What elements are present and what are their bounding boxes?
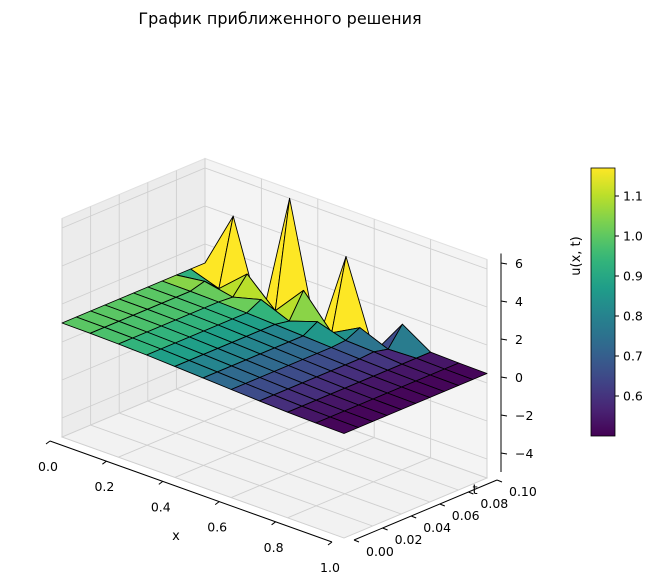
colorbar-tick-label: 1.1 — [623, 189, 643, 204]
z-tick-label: 2 — [515, 332, 523, 347]
x-axis-line — [49, 440, 333, 543]
colorbar: 0.6 0.7 0.8 0.9 1.0 1.1 — [590, 167, 643, 437]
z-tick-label: 0 — [515, 370, 523, 385]
z-tick — [500, 376, 508, 379]
surface-face — [315, 416, 359, 434]
t-tick — [382, 527, 388, 531]
t-tick — [411, 515, 417, 519]
x-tick — [45, 440, 51, 445]
z-tick — [500, 338, 508, 341]
x-tick-label: 0.8 — [264, 540, 284, 555]
x-tick — [158, 480, 164, 485]
t-tick-label: 0.06 — [452, 508, 480, 523]
x-tick — [214, 501, 220, 506]
t-gridline — [175, 170, 459, 491]
z-tick — [500, 414, 508, 417]
colorbar-gradient — [590, 167, 616, 437]
colorbar-tick-label: 1.0 — [623, 229, 643, 244]
x-tick — [102, 460, 107, 465]
z-tick — [500, 262, 508, 265]
t-axis-line — [353, 479, 498, 541]
t-gridline — [61, 218, 345, 539]
z-tick-label: 6 — [515, 256, 523, 271]
x-tick-label: 0.4 — [151, 499, 171, 514]
x-axis-label: x — [172, 529, 180, 544]
x-tick-label: 0.0 — [38, 459, 58, 474]
colorbar-tick-label: 0.6 — [623, 389, 643, 404]
z-tick — [500, 300, 508, 303]
colorbar-tick-label: 0.9 — [623, 269, 643, 284]
x-tick-label: 0.2 — [94, 479, 114, 494]
t-tick-label: 0.00 — [366, 544, 394, 559]
z-gridline — [61, 205, 488, 308]
z-tick-label: −2 — [515, 408, 533, 423]
t-tick-label: 0.02 — [395, 532, 423, 547]
z-gridline — [61, 167, 488, 270]
t-gridline — [147, 182, 430, 503]
x-tick — [327, 541, 333, 546]
t-tick-label: 0.10 — [509, 484, 537, 499]
colorbar-tick-label: 0.8 — [623, 309, 643, 324]
z-tick — [500, 452, 508, 455]
z-tick-label: −4 — [515, 446, 533, 461]
t-gridline — [90, 206, 373, 527]
t-tick-label: 0.08 — [480, 496, 508, 511]
axis-ticks: 0.0 0.2 0.4 0.6 0.8 1.0 0.000.020.040.060.080.… — [38, 253, 537, 575]
t-tick-label: 0.04 — [423, 520, 451, 535]
t-tick — [439, 503, 445, 507]
colorbar-tick-label: 0.7 — [623, 349, 643, 364]
t-tick — [468, 491, 474, 495]
t-gridline — [118, 194, 402, 515]
t-tick — [353, 539, 360, 543]
z-tick-label: 4 — [515, 294, 523, 309]
x-tick — [271, 521, 276, 526]
t-tick — [496, 479, 503, 483]
x-tick-label: 0.6 — [207, 520, 227, 535]
surface-mesh — [61, 197, 488, 434]
t-axis-label: t — [472, 483, 477, 498]
x-tick-label: 1.0 — [320, 560, 340, 575]
colorbar-label: u(x, t) — [569, 236, 584, 275]
chart-title: График приближенного решения — [138, 9, 421, 28]
z-gridline — [61, 243, 488, 346]
